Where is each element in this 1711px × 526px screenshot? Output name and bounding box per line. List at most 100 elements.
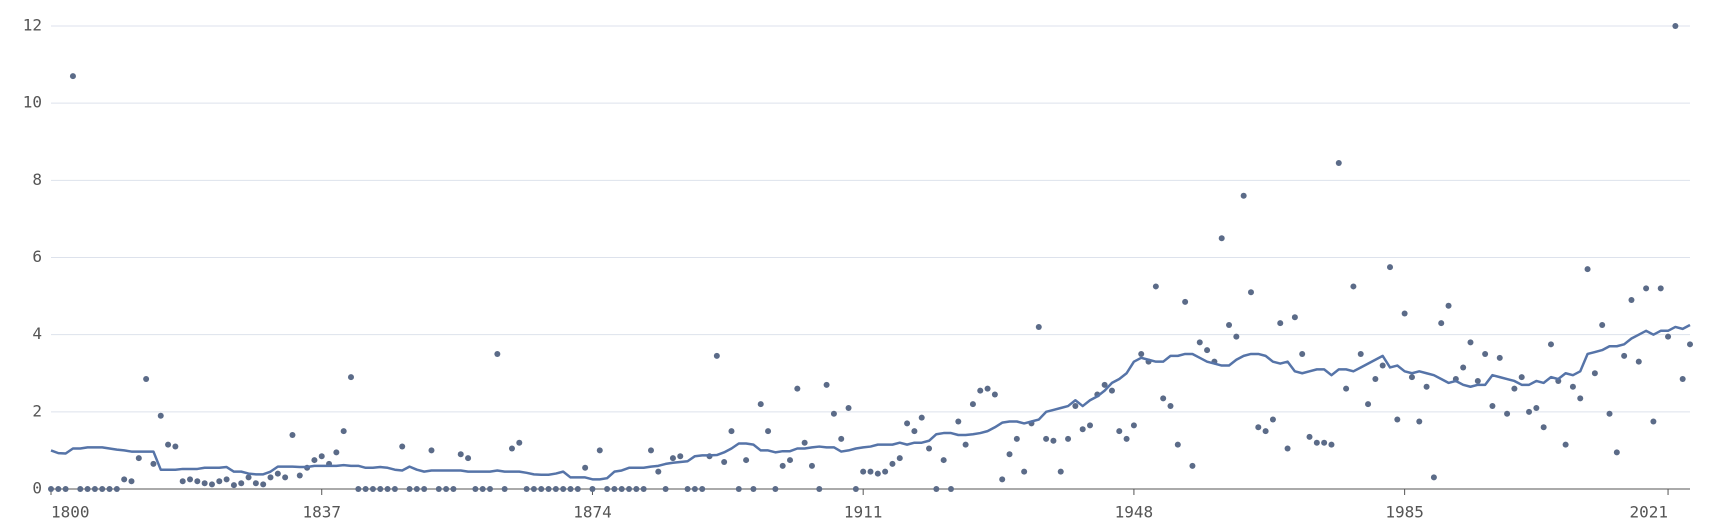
dot (1043, 435, 1050, 442)
dot (808, 462, 815, 469)
dot (1599, 322, 1606, 329)
dot (538, 486, 545, 492)
dot (194, 478, 201, 485)
dot (69, 73, 76, 80)
dot (1379, 362, 1386, 369)
dot (457, 451, 464, 458)
dot (969, 401, 976, 408)
dot (1518, 374, 1525, 381)
dot (1394, 416, 1401, 423)
dot (1050, 437, 1057, 444)
dot (1291, 314, 1298, 321)
dot (252, 480, 259, 487)
dot (1189, 462, 1196, 469)
dot (918, 414, 925, 421)
dot (113, 486, 120, 492)
dot (208, 481, 215, 488)
trend-line (50, 323, 1691, 481)
dot (450, 486, 457, 492)
dot (574, 486, 581, 492)
dot (823, 381, 830, 388)
dot (479, 486, 486, 492)
dot (1240, 192, 1247, 199)
dot (1313, 439, 1320, 446)
dot (1547, 341, 1554, 348)
dot (830, 410, 837, 417)
dot (567, 486, 574, 492)
dot (911, 428, 918, 435)
dot (713, 352, 720, 359)
dot (1021, 468, 1028, 475)
dot (1401, 310, 1408, 317)
dot (1138, 350, 1145, 357)
dot (1657, 285, 1664, 292)
dot (523, 486, 530, 492)
dot (1035, 323, 1042, 330)
dot (1504, 410, 1511, 417)
dot (1057, 468, 1064, 475)
dot (977, 387, 984, 394)
dot (1226, 322, 1233, 329)
y-tick-label: 2 (32, 401, 42, 420)
dot (1643, 285, 1650, 292)
dot (391, 486, 398, 492)
dot (757, 401, 764, 408)
dot (274, 470, 281, 477)
dot (1123, 435, 1130, 442)
dot (55, 486, 62, 492)
dot (340, 428, 347, 435)
dot (494, 350, 501, 357)
dot (1679, 376, 1686, 383)
y-tick-label: 8 (32, 170, 42, 189)
x-tick-label: 1985 (1385, 503, 1424, 522)
dot (1687, 341, 1693, 348)
dot (940, 457, 947, 464)
y-tick-label: 10 (23, 93, 42, 112)
dot (816, 486, 823, 492)
dot (926, 445, 933, 452)
dot (684, 486, 691, 492)
dot (260, 481, 267, 488)
dot (1116, 428, 1123, 435)
dot (1204, 347, 1211, 354)
dot (472, 486, 479, 492)
dot (852, 486, 859, 492)
dot (1277, 320, 1284, 327)
dot (1577, 395, 1584, 402)
dot (399, 443, 406, 450)
dot (296, 472, 303, 479)
dot (106, 486, 113, 492)
dot (245, 474, 252, 481)
dot (1372, 376, 1379, 383)
dot (347, 374, 354, 381)
dot (1182, 298, 1189, 305)
dot (48, 486, 54, 492)
dot (618, 486, 625, 492)
dot (1511, 385, 1518, 392)
dot (1218, 235, 1225, 242)
dot (128, 478, 135, 485)
dot (530, 486, 537, 492)
dot (1416, 418, 1423, 425)
dot (604, 486, 611, 492)
dot (787, 457, 794, 464)
dot (1569, 383, 1576, 390)
dot (282, 474, 289, 481)
dot (99, 486, 106, 492)
dot (1489, 403, 1496, 410)
dot (1423, 383, 1430, 390)
dot (801, 439, 808, 446)
dot (501, 486, 508, 492)
dot (882, 468, 889, 475)
dot (1533, 404, 1540, 411)
dot (596, 447, 603, 454)
dot (355, 486, 362, 492)
dot (267, 474, 274, 481)
dot (1562, 441, 1569, 448)
dot (1101, 381, 1108, 388)
dot (626, 486, 633, 492)
dot (1167, 403, 1174, 410)
dot (377, 486, 384, 492)
dot (443, 486, 450, 492)
dot (589, 486, 596, 492)
